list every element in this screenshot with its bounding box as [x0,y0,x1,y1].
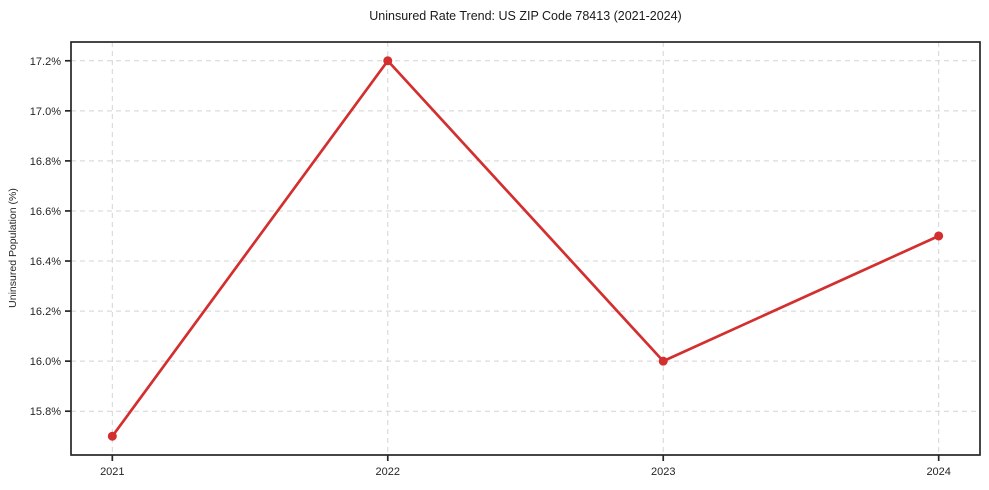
plot-frame [70,41,981,456]
y-tick-label: 17.2% [30,56,61,68]
data-point-marker [658,356,668,366]
y-tick-label: 16.2% [30,306,61,318]
x-tick-label: 2022 [376,466,400,478]
trend-line [110,59,941,438]
y-tick-label: 17.0% [30,106,61,118]
y-tick-label: 15.8% [30,406,61,418]
data-point-marker [383,56,393,66]
x-tick-label: 2023 [651,466,675,478]
y-tick-label: 16.0% [30,356,61,368]
y-tick-label: 16.6% [30,206,61,218]
data-point-marker [107,431,117,441]
x-tick-label: 2024 [926,466,950,478]
y-tick-label: 16.8% [30,156,61,168]
chart-title: Uninsured Rate Trend: US ZIP Code 78413 … [369,9,682,23]
data-point-marker [934,231,944,241]
y-tick-label: 16.4% [30,256,61,268]
x-tick-label: 2021 [100,466,124,478]
